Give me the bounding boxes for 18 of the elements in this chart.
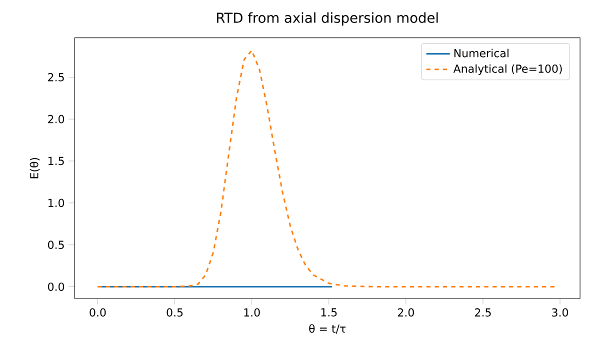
y-tick-label: 1.5 <box>48 156 64 166</box>
legend-label: Numerical <box>454 48 508 58</box>
legend-label: Analytical (Pe=100) <box>453 64 562 75</box>
y-tick-label: 2.5 <box>48 72 64 82</box>
x-tick-label: 1.5 <box>321 308 337 316</box>
x-axis-title: θ = t/τ <box>309 324 346 334</box>
x-tick-label: 3.0 <box>552 308 568 317</box>
x-tick-label: 0.0 <box>90 308 106 317</box>
x-tick-label: 2.0 <box>398 308 414 317</box>
y-tick-label: 0.5 <box>48 240 64 249</box>
y-tick-label: 0.0 <box>48 282 64 291</box>
chart-title: RTD from axial dispersion model <box>217 12 438 26</box>
x-tick-label: 2.5 <box>475 308 491 317</box>
y-axis-title: E(θ) <box>30 158 40 178</box>
x-tick-label: 1.0 <box>244 308 260 317</box>
y-tick-label: 2.0 <box>48 114 64 124</box>
y-tick-label: 1.0 <box>48 198 64 208</box>
x-tick-label: 0.5 <box>166 308 183 317</box>
